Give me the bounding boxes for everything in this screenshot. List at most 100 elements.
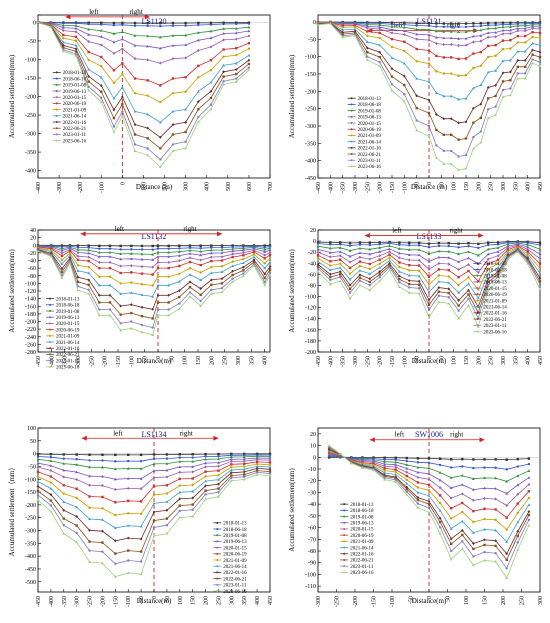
legend: 2018-01-132018-06-182019-01-082019-06-13… xyxy=(213,522,247,595)
data-point xyxy=(427,308,431,312)
x-tick-label: 0 xyxy=(427,596,433,599)
data-point xyxy=(516,49,520,53)
data-point xyxy=(447,281,451,284)
data-point xyxy=(247,25,251,29)
data-point xyxy=(383,458,386,461)
data-point xyxy=(435,29,438,33)
legend-marker xyxy=(49,353,51,356)
data-point xyxy=(415,94,419,98)
data-point xyxy=(483,497,486,501)
legend-entry: 2021-01-09 xyxy=(483,299,507,304)
data-point xyxy=(140,305,144,309)
legend-entry: 2021-01-09 xyxy=(56,335,80,340)
legend-marker xyxy=(343,515,346,518)
data-point xyxy=(234,31,238,35)
data-point xyxy=(167,266,170,270)
data-point xyxy=(494,552,497,555)
data-point xyxy=(60,276,64,280)
data-point xyxy=(527,503,531,506)
data-point xyxy=(390,31,394,35)
y-tick-label: -160 xyxy=(25,304,36,310)
data-point xyxy=(152,469,156,472)
data-point xyxy=(217,478,220,481)
data-point xyxy=(388,247,391,250)
data-point xyxy=(171,143,175,146)
data-point xyxy=(167,250,171,254)
data-point xyxy=(126,536,130,540)
series-line-2022-01-16 xyxy=(36,466,272,543)
y-tick-label: 0 xyxy=(33,452,36,458)
legend-marker xyxy=(343,540,346,543)
data-point xyxy=(417,241,421,245)
data-point xyxy=(191,465,195,468)
data-point xyxy=(442,149,445,153)
data-point xyxy=(100,23,103,26)
data-point xyxy=(427,489,431,492)
x-tick-label: -300 xyxy=(353,356,359,367)
data-point xyxy=(119,292,123,295)
data-point xyxy=(509,58,512,62)
data-point xyxy=(197,115,200,119)
data-point xyxy=(329,243,332,246)
data-point xyxy=(447,262,451,266)
data-point xyxy=(378,50,382,54)
data-point xyxy=(112,116,116,120)
data-point xyxy=(60,247,64,250)
data-point xyxy=(159,21,162,25)
data-point xyxy=(88,560,91,563)
data-point xyxy=(178,264,181,268)
data-point xyxy=(196,89,200,93)
data-point xyxy=(152,485,156,488)
x-tick-label: -200 xyxy=(103,356,109,367)
x-tick-label: 450 xyxy=(538,182,544,191)
data-point xyxy=(494,35,497,39)
x-tick-label: 300 xyxy=(538,596,544,605)
data-point xyxy=(49,481,53,484)
data-point xyxy=(62,508,66,512)
x-tick-label: -250 xyxy=(89,356,95,367)
data-point xyxy=(231,277,234,280)
data-point xyxy=(527,476,531,479)
data-point xyxy=(36,470,40,474)
data-point xyxy=(101,529,104,533)
data-point xyxy=(108,260,112,264)
data-point xyxy=(152,453,156,456)
data-point xyxy=(87,58,90,62)
data-point xyxy=(62,468,66,472)
data-point xyxy=(113,467,117,471)
data-point xyxy=(316,263,320,267)
legend-entry: 2023-06-16 xyxy=(63,139,87,144)
data-point xyxy=(427,499,431,503)
data-point xyxy=(378,279,382,283)
legend-marker xyxy=(49,341,51,344)
data-point xyxy=(476,296,480,300)
y-tick-label: -150 xyxy=(25,490,36,496)
data-point xyxy=(442,162,446,165)
data-point xyxy=(368,277,372,281)
data-point xyxy=(353,27,357,31)
data-point xyxy=(184,130,187,134)
series-line-2021-01-09 xyxy=(36,21,251,104)
legend-entry: 2021-06-14 xyxy=(483,305,507,310)
data-point xyxy=(449,94,453,98)
data-point xyxy=(255,462,259,466)
data-point xyxy=(62,21,65,25)
data-point xyxy=(184,33,188,37)
data-point xyxy=(438,457,442,461)
data-point xyxy=(494,26,497,30)
data-point xyxy=(472,121,475,124)
legend-entry: 2020-06-19 xyxy=(483,293,507,298)
chart-title: LS1133 xyxy=(416,232,441,241)
data-point xyxy=(472,477,475,480)
data-point xyxy=(217,464,220,468)
data-point xyxy=(365,24,369,28)
data-point xyxy=(427,494,431,497)
data-point xyxy=(467,263,470,267)
data-point xyxy=(538,252,542,256)
data-point xyxy=(477,288,480,291)
data-point xyxy=(177,259,181,263)
data-point xyxy=(252,264,256,267)
data-point xyxy=(437,286,441,290)
data-point xyxy=(449,537,453,541)
data-point xyxy=(476,325,480,328)
